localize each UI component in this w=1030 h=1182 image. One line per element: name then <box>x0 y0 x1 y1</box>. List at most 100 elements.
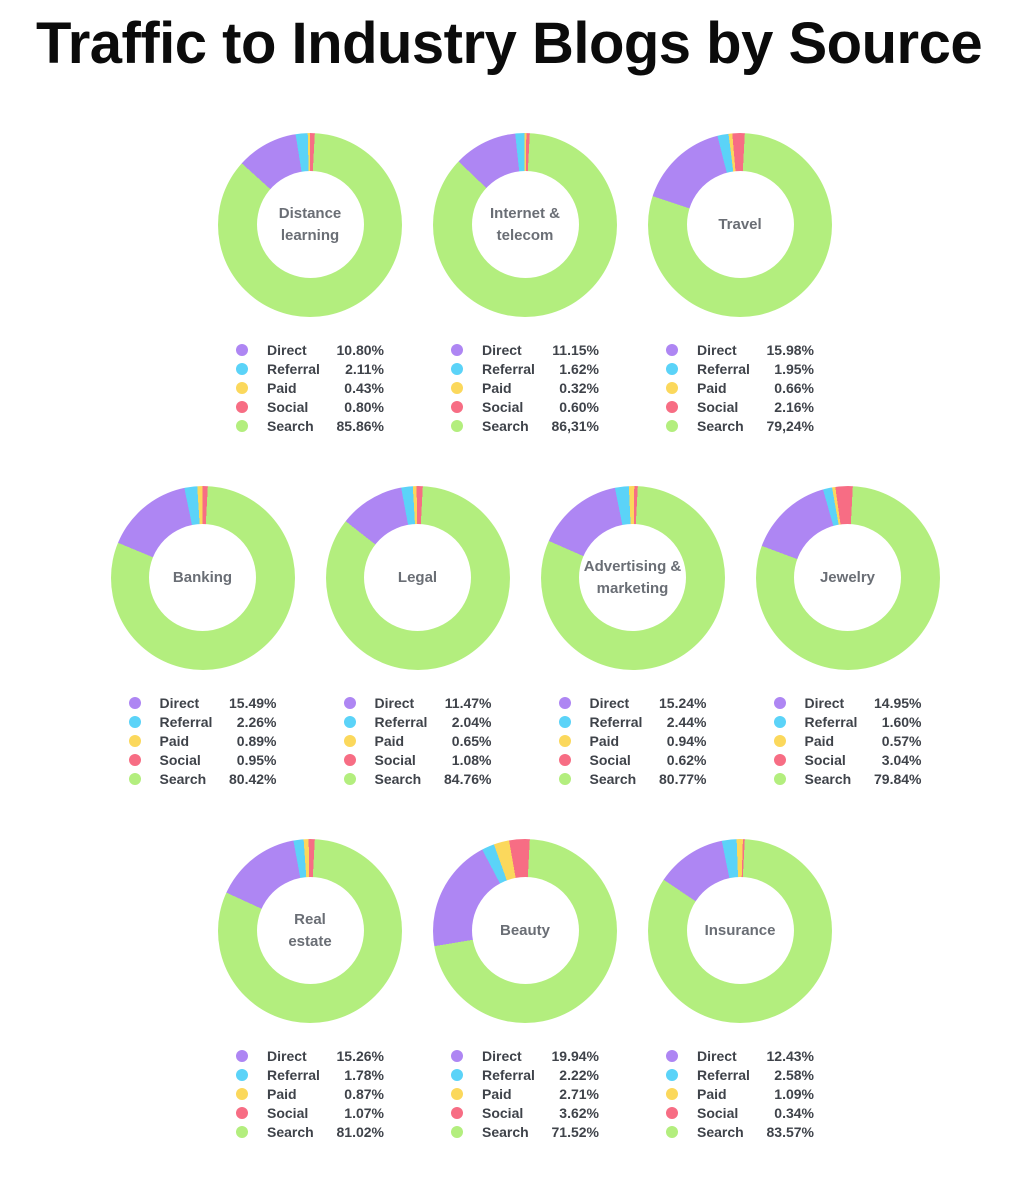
chart-block-real-estate: Real estate Direct 15.26% Referral 1.78% Paid… <box>203 838 418 1142</box>
chart-legend: Direct 11.47% Referral 2.04% Paid 0.65% Social… <box>343 694 492 789</box>
legend-item-referral: Referral 2.44% <box>558 713 707 732</box>
legend-label: Paid <box>482 380 512 397</box>
legend-item-direct: Direct 14.95% <box>773 694 922 713</box>
legend-item-search: Search 83.57% <box>666 1123 814 1142</box>
donut-center-label: Jewelry <box>819 569 876 587</box>
legend-label: Social <box>697 1105 739 1122</box>
legend-item-search: Search 84.76% <box>343 770 492 789</box>
legend-item-direct: Direct 11.15% <box>451 341 599 360</box>
legend-label: Referral <box>482 1067 535 1084</box>
legend-label: Direct <box>697 1048 737 1065</box>
legend-item-search: Search 81.02% <box>236 1123 384 1142</box>
legend-label: Search <box>697 418 744 435</box>
legend-value: 1.09% <box>774 1086 814 1103</box>
legend-label: Search <box>159 771 207 788</box>
chart-legend: Direct 15.26% Referral 1.78% Paid 0.87% Social… <box>236 1047 384 1142</box>
donut-hole: Internet & telecom <box>471 171 579 279</box>
legend-value: 0.87% <box>344 1086 384 1103</box>
legend-value: 2.44% <box>666 714 707 731</box>
legend-item-social: Social 0.34% <box>666 1104 814 1123</box>
chart-block-legal: Legal Direct 11.47% Referral 2.04% Paid 0.65% S… <box>310 485 525 789</box>
legend-item-direct: Direct 19.94% <box>451 1047 599 1066</box>
legend-item-paid: Paid 2.71% <box>451 1085 599 1104</box>
legend-label: Direct <box>482 342 522 359</box>
legend-value: 2.16% <box>774 399 814 416</box>
legend-dot-direct <box>451 1050 463 1063</box>
legend-dot-paid <box>666 1088 678 1101</box>
donut-center-label: Real estate <box>288 911 332 950</box>
legend-value: 2.71% <box>559 1086 599 1103</box>
legend-label: Direct <box>589 695 630 712</box>
legend-label: Direct <box>374 695 415 712</box>
legend-label: Paid <box>374 733 405 750</box>
donut-center-label: Internet & telecom <box>489 205 560 244</box>
legend-label: Direct <box>159 695 200 712</box>
legend-dot-referral <box>666 363 678 376</box>
donut-hole: Travel <box>686 171 794 279</box>
legend-item-paid: Paid 0.43% <box>236 379 384 398</box>
legend-value: 1.60% <box>881 714 922 731</box>
legend-dot-direct <box>236 344 248 357</box>
legend-dot-search <box>773 773 786 786</box>
legend-item-referral: Referral 2.58% <box>666 1066 814 1085</box>
legend-dot-search <box>451 420 463 433</box>
legend-dot-paid <box>773 735 786 748</box>
legend-item-social: Social 0.62% <box>558 751 707 770</box>
legend-value: 79,24% <box>766 418 814 435</box>
legend-value: 2.26% <box>236 714 277 731</box>
legend-item-search: Search 85.86% <box>236 417 384 436</box>
legend-value: 80.42% <box>229 771 277 788</box>
legend-dot-referral <box>236 1069 248 1082</box>
legend-label: Direct <box>697 342 737 359</box>
legend-value: 0.80% <box>344 399 384 416</box>
donut-chart-real-estate: Real estate <box>218 838 402 1023</box>
chart-row: Banking Direct 15.49% Referral 2.26% Paid 0.89… <box>0 485 1030 789</box>
donut-chart-internet-telecom: Internet & telecom <box>433 132 617 317</box>
legend-value: 10.80% <box>336 342 384 359</box>
legend-value: 1.07% <box>344 1105 384 1122</box>
legend-label: Search <box>482 418 529 435</box>
legend-value: 0.57% <box>881 733 922 750</box>
donut-chart-jewelry: Jewelry <box>755 485 940 670</box>
donut-center-label: Legal <box>397 569 438 587</box>
legend-dot-social <box>343 754 356 767</box>
donut-center-label: Banking <box>172 569 233 587</box>
legend-value: 1.95% <box>774 361 814 378</box>
legend-value: 2.04% <box>451 714 492 731</box>
legend-value: 0.89% <box>236 733 277 750</box>
legend-label: Search <box>589 771 637 788</box>
legend-item-search: Search 79.84% <box>773 770 922 789</box>
legend-value: 0.60% <box>559 399 599 416</box>
legend-item-paid: Paid 0.65% <box>343 732 492 751</box>
donut-center-label: Advertising & marketing <box>583 558 682 597</box>
legend-label: Referral <box>697 1067 750 1084</box>
legend-item-social: Social 3.04% <box>773 751 922 770</box>
chart-legend: Direct 11.15% Referral 1.62% Paid 0.32% Social… <box>451 341 599 436</box>
chart-block-beauty: Beauty Direct 19.94% Referral 2.22% Paid 2.71%… <box>418 838 633 1142</box>
legend-dot-social <box>773 754 786 767</box>
legend-dot-direct <box>558 697 571 710</box>
legend-value: 14.95% <box>874 695 922 712</box>
donut-chart-travel: Travel <box>648 132 832 317</box>
donut-hole: Real estate <box>256 877 364 985</box>
chart-legend: Direct 19.94% Referral 2.22% Paid 2.71% Social… <box>451 1047 599 1142</box>
legend-dot-referral <box>343 716 356 729</box>
legend-value: 79.84% <box>874 771 922 788</box>
legend-dot-social <box>666 401 678 414</box>
legend-value: 3.62% <box>559 1105 599 1122</box>
legend-label: Social <box>267 399 309 416</box>
legend-value: 15.26% <box>336 1048 384 1065</box>
legend-value: 15.49% <box>229 695 277 712</box>
legend-value: 0.66% <box>774 380 814 397</box>
legend-label: Paid <box>697 380 727 397</box>
legend-value: 15.98% <box>766 342 814 359</box>
legend-value: 81.02% <box>336 1124 384 1141</box>
legend-item-direct: Direct 15.24% <box>558 694 707 713</box>
legend-item-search: Search 80.77% <box>558 770 707 789</box>
legend-value: 71.52% <box>551 1124 599 1141</box>
legend-item-paid: Paid 0.89% <box>128 732 277 751</box>
legend-label: Social <box>804 752 846 769</box>
legend-label: Social <box>374 752 416 769</box>
legend-dot-direct <box>666 344 678 357</box>
legend-value: 0.65% <box>451 733 492 750</box>
